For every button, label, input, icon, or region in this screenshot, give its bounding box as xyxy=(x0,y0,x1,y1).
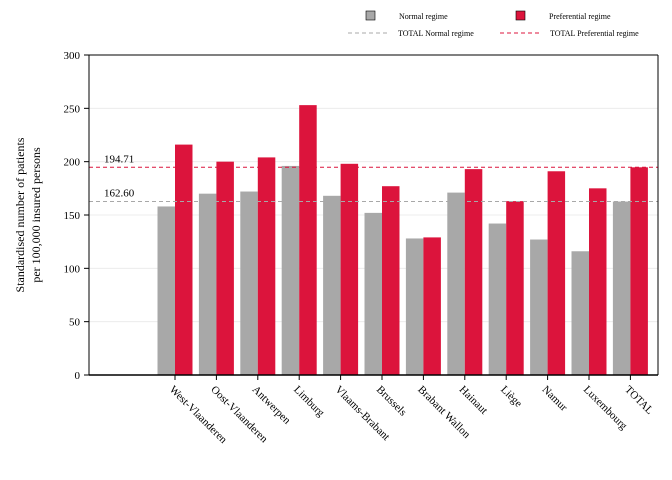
bar-normal xyxy=(364,212,382,375)
legend-normal-swatch xyxy=(365,10,376,21)
x-tick-label: Limburg xyxy=(291,384,327,420)
bar-normal xyxy=(447,192,465,375)
legend-preferential-swatch xyxy=(515,10,526,21)
bar-normal xyxy=(571,251,589,375)
legend-total-preferential-label: TOTAL Preferential regime xyxy=(550,29,639,38)
legend-preferential-label: Preferential regime xyxy=(549,12,611,21)
bar-normal xyxy=(281,165,300,375)
y-tick-label: 0 xyxy=(75,370,81,382)
bar-preferential xyxy=(216,161,234,375)
x-tick-label: Antwerpen xyxy=(250,384,293,427)
bar-preferential xyxy=(382,186,400,375)
bar-preferential xyxy=(423,237,441,375)
legend-total-normal-label: TOTAL Normal regime xyxy=(398,29,474,38)
bar-preferential xyxy=(175,144,193,375)
y-ticks: 0 50 100 150 200 250 300 xyxy=(64,50,89,382)
bar-normal xyxy=(612,201,631,375)
x-tick-label: Brussels xyxy=(374,384,409,419)
y-axis-label-line: Standardised number of patients xyxy=(13,137,27,292)
bar-preferential xyxy=(464,169,483,375)
y-tick-label: 300 xyxy=(64,50,81,62)
x-tick-label: Hainaut xyxy=(457,384,490,417)
y-tick-label: 250 xyxy=(64,103,81,115)
bar-normal xyxy=(530,239,548,375)
y-tick-label: 50 xyxy=(69,317,81,329)
bar-normal xyxy=(240,191,258,375)
bar-preferential xyxy=(630,167,648,375)
x-ticks: West-VlaanderenOost-VlaanderenAntwerpenL… xyxy=(167,375,656,446)
bar-preferential xyxy=(589,188,607,375)
bar-normal xyxy=(323,195,341,375)
y-tick-label: 150 xyxy=(64,210,81,222)
bar-preferential xyxy=(299,105,317,375)
reference-lines: 162.60 194.71 xyxy=(89,153,658,203)
bar-normal xyxy=(198,193,217,375)
y-tick-label: 200 xyxy=(64,157,81,169)
bar-preferential xyxy=(257,157,276,375)
bar-normal xyxy=(405,238,424,375)
legend-normal-label: Normal regime xyxy=(399,12,448,21)
reference-line-label: 162.60 xyxy=(104,188,135,200)
legend: Normal regime Preferential regime TOTAL No… xyxy=(348,10,639,38)
x-tick-label: Liège xyxy=(498,384,524,410)
bars xyxy=(157,105,648,375)
bar-normal xyxy=(157,206,175,375)
x-tick-label: TOTAL xyxy=(622,384,655,417)
bar-preferential xyxy=(340,163,359,375)
bar-preferential xyxy=(547,171,566,375)
y-axis-label-line: per 100,000 insured persons xyxy=(29,147,43,283)
y-axis-label: Standardised number of patients per 100,0… xyxy=(13,137,43,292)
reference-line-label: 194.71 xyxy=(104,153,134,165)
bar-normal xyxy=(488,223,507,375)
y-tick-label: 100 xyxy=(64,263,81,275)
bar-preferential xyxy=(506,201,524,375)
x-tick-label: Namur xyxy=(539,384,569,414)
